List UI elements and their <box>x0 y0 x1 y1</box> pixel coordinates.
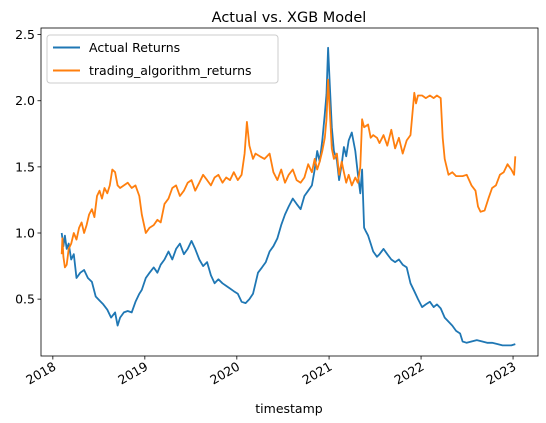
y-tick-label: 2.5 <box>15 27 35 42</box>
x-axis-label: timestamp <box>255 401 322 416</box>
series-line-trading-algorithm-returns <box>60 78 517 269</box>
y-tick-label: 1.0 <box>15 226 35 241</box>
x-tick-label: 2020 <box>207 359 242 388</box>
series-layer <box>60 46 517 347</box>
legend-frame <box>46 34 279 84</box>
legend-label-trading-algorithm-returns: trading_algorithm_returns <box>89 63 252 78</box>
x-tick-label: 2023 <box>483 359 518 388</box>
y-tick-label: 2.0 <box>15 93 35 108</box>
y-tick-label: 1.5 <box>15 159 35 174</box>
x-tick-label: 2022 <box>392 359 427 388</box>
x-tick-label: 2021 <box>300 359 335 388</box>
series-line-actual-returns <box>60 46 516 347</box>
chart-title: Actual vs. XGB Model <box>212 10 367 26</box>
legend: Actual Returns trading_algorithm_returns <box>46 34 279 84</box>
x-tick-label: 2018 <box>23 359 58 388</box>
x-tick-label: 2019 <box>115 359 150 388</box>
plot-frame <box>40 27 539 357</box>
y-tick-label: 0.5 <box>15 292 35 307</box>
legend-label-actual-returns: Actual Returns <box>89 40 180 55</box>
